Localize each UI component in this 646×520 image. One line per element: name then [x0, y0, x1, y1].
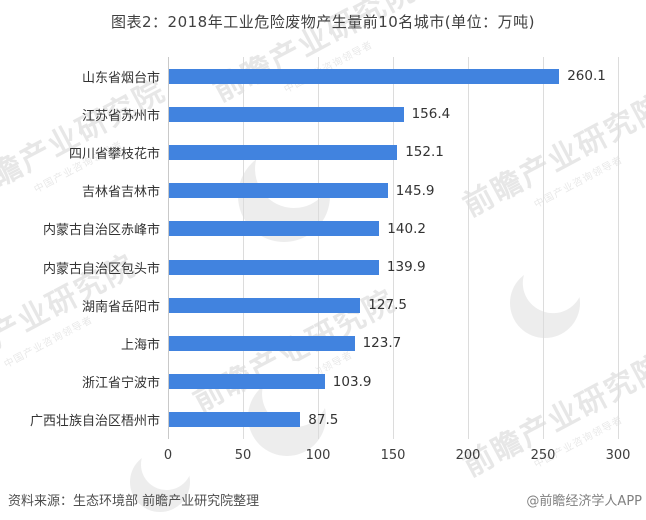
bar-baotou: [169, 259, 379, 275]
gridline-50: [243, 57, 244, 439]
bar-row: 湖南省岳阳市 127.5: [0, 286, 646, 324]
bar-row: 内蒙古自治区赤峰市 140.2: [0, 210, 646, 248]
bar-row: 四川省攀枝花市 152.1: [0, 133, 646, 171]
x-axis-tick: 300: [605, 448, 631, 463]
bar-panzhihua: [169, 144, 398, 160]
bar-row: 江苏省苏州市 156.4: [0, 95, 646, 133]
value-label: 260.1: [567, 68, 606, 85]
bar-jilin: [169, 183, 388, 199]
value-label: 103.9: [332, 373, 372, 390]
gridline-150: [393, 57, 394, 439]
category-label: 吉林省吉林市: [81, 185, 160, 201]
gridline-300: [618, 57, 619, 439]
x-axis-tick: 150: [380, 448, 406, 463]
category-label: 四川省攀枝花市: [68, 146, 160, 162]
category-label: 广西壮族自治区梧州市: [29, 414, 160, 430]
credit-note: @前瞻经济学人APP: [526, 494, 642, 509]
bar-chifeng: [169, 221, 380, 237]
value-label: 145.9: [395, 182, 435, 199]
category-label: 山东省烟台市: [81, 70, 160, 86]
gridline-250: [543, 57, 544, 439]
x-axis-tick: 250: [530, 448, 556, 463]
bar-shanghai: [169, 335, 355, 351]
bar-row: 广西壮族自治区梧州市 87.5: [0, 401, 646, 439]
source-note: 资料来源：生态环境部 前瞻产业研究院整理: [8, 494, 260, 509]
value-label: 152.1: [405, 144, 444, 161]
chart-title: 图表2：2018年工业危险废物产生量前10名城市(单位：万吨): [110, 13, 535, 31]
category-label: 浙江省宁波市: [81, 376, 160, 392]
gridline-100: [318, 57, 319, 439]
bar-yueyang: [169, 297, 361, 313]
value-label: 140.2: [387, 220, 426, 237]
x-axis-tick: 50: [234, 448, 252, 463]
bar-yantai: [169, 68, 560, 84]
value-label: 139.9: [386, 259, 426, 276]
category-label: 内蒙古自治区包头市: [42, 261, 160, 277]
value-label: 127.5: [368, 297, 407, 314]
value-label: 156.4: [411, 106, 451, 123]
bar-row: 吉林省吉林市 145.9: [0, 172, 646, 210]
bar-row: 浙江省宁波市 103.9: [0, 363, 646, 401]
x-axis-tick: 0: [163, 448, 173, 463]
value-label: 87.5: [308, 411, 339, 428]
category-label: 江苏省苏州市: [81, 108, 160, 124]
bar-ningbo: [169, 374, 325, 390]
bar-suzhou: [169, 106, 404, 122]
gridline-0: [168, 57, 169, 439]
bar-row: 内蒙古自治区包头市 139.9: [0, 248, 646, 286]
category-label: 湖南省岳阳市: [81, 299, 160, 315]
bar-row: 山东省烟台市 260.1: [0, 57, 646, 95]
bar-row: 上海市 123.7: [0, 324, 646, 362]
x-axis-tick: 200: [455, 448, 481, 463]
value-label: 123.7: [362, 335, 402, 352]
x-axis-tick: 100: [305, 448, 331, 463]
gridline-200: [468, 57, 469, 439]
bar-wuzhou: [169, 412, 301, 428]
category-label: 内蒙古自治区赤峰市: [42, 223, 160, 239]
category-label: 上海市: [120, 337, 160, 353]
